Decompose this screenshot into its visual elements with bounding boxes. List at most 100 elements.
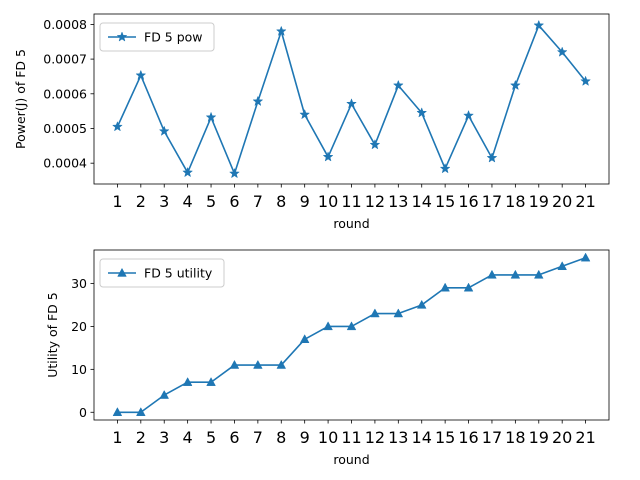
power-data-point — [229, 167, 240, 179]
power-x-tick-label: 15 — [435, 192, 455, 211]
utility-y-tick-label: 20 — [71, 319, 87, 334]
utility-x-axis-label: round — [333, 452, 369, 467]
power-data-point — [486, 152, 498, 163]
utility-legend-swatch-marker — [117, 267, 127, 277]
power-legend-swatch-marker — [116, 31, 128, 42]
power-legend-label: FD 5 pow — [144, 30, 203, 45]
power-x-tick-label: 5 — [206, 192, 216, 211]
utility-data-point — [370, 308, 380, 318]
utility-x-tick-label: 4 — [183, 428, 193, 447]
power-x-tick-label: 4 — [183, 192, 193, 211]
utility-y-tick-label: 10 — [71, 362, 87, 377]
power-x-tick-label: 2 — [136, 192, 146, 211]
utility-x-tick-label: 20 — [552, 428, 572, 447]
power-chart: 1 2 3 4 5 6 7 8 9 10 11 12 13 14 15 16 17 18 19 20 210.00040… — [13, 13, 610, 231]
utility-legend: FD 5 utility — [99, 258, 225, 288]
utility-x-tick-label: 15 — [435, 428, 455, 447]
utility-data-point — [229, 359, 240, 369]
utility-data-point — [276, 359, 287, 369]
power-x-tick-label: 19 — [529, 192, 549, 211]
utility-y-axis-label: Utility of FD 5 — [45, 292, 60, 378]
utility-x-tick-label: 14 — [412, 428, 432, 447]
utility-data-point — [557, 261, 567, 271]
utility-data-point — [112, 407, 123, 416]
utility-legend-box — [99, 258, 225, 288]
power-data-point — [509, 79, 521, 91]
utility-y-tick-label: 30 — [71, 276, 87, 291]
utility-data-point — [533, 269, 544, 279]
power-data-point — [580, 75, 592, 86]
power-x-tick-label: 10 — [318, 192, 338, 211]
power-data-point — [392, 79, 404, 91]
power-legend-box — [99, 22, 215, 52]
power-data-point — [252, 95, 264, 107]
utility-x-tick-label: 21 — [575, 428, 595, 447]
utility-data-point — [253, 359, 263, 369]
power-data-point — [111, 121, 123, 132]
utility-x-tick-label: 11 — [341, 428, 361, 447]
utility-x-tick-label: 7 — [253, 428, 263, 447]
utility-data-point — [159, 389, 170, 399]
utility-x-tick-label: 12 — [365, 428, 385, 447]
utility-data-point — [440, 282, 450, 292]
power-x-tick-label: 3 — [159, 192, 169, 211]
power-y-axis-label: Power(J) of FD 5 — [13, 49, 28, 149]
power-x-tick-label: 6 — [229, 192, 239, 211]
power-y-tick-label: 0.0006 — [43, 86, 87, 101]
power-x-axis-label: round — [333, 216, 369, 231]
utility-x-tick-label: 1 — [112, 428, 122, 447]
power-data-point — [416, 107, 428, 118]
power-data-point — [158, 125, 170, 136]
power-data-point — [205, 111, 217, 123]
power-x-tick-label: 8 — [276, 192, 286, 211]
utility-data-point — [299, 334, 310, 343]
utility-data-point — [393, 308, 404, 318]
power-x-tick-label: 21 — [575, 192, 595, 211]
utility-data-point — [580, 252, 591, 262]
power-data-point — [275, 25, 287, 36]
power-data-point — [322, 151, 334, 162]
power-x-tick-label: 11 — [341, 192, 361, 211]
power-y-tick-label: 0.0008 — [43, 17, 87, 32]
power-data-point — [346, 98, 357, 109]
power-y-tick-label: 0.0004 — [43, 156, 87, 171]
power-data-point — [533, 19, 545, 31]
power-data-point — [463, 109, 474, 121]
power-x-tick-label: 7 — [253, 192, 263, 211]
utility-x-tick-label: 8 — [276, 428, 286, 447]
utility-data-point — [323, 321, 333, 331]
utility-x-tick-label: 19 — [529, 428, 549, 447]
utility-data-point — [346, 321, 357, 331]
utility-x-tick-label: 9 — [300, 428, 310, 447]
power-data-point — [299, 108, 311, 120]
utility-data-point — [463, 282, 474, 292]
utility-x-tick-label: 2 — [136, 428, 146, 447]
power-x-tick-label: 20 — [552, 192, 572, 211]
power-x-tick-label: 13 — [388, 192, 408, 211]
utility-x-tick-label: 13 — [388, 428, 408, 447]
power-y-tick-label: 0.0007 — [43, 52, 87, 67]
power-x-tick-label: 18 — [505, 192, 525, 211]
utility-x-tick-label: 17 — [482, 428, 502, 447]
power-x-tick-label: 12 — [365, 192, 385, 211]
power-data-point — [369, 139, 381, 150]
power-x-tick-label: 17 — [482, 192, 502, 211]
utility-chart: 1 2 3 4 5 6 7 8 9 10 11 12 13 14 15 16 17 18 19 20 210102030… — [45, 249, 610, 467]
power-legend: FD 5 pow — [99, 22, 215, 52]
utility-x-tick-label: 16 — [458, 428, 478, 447]
power-x-tick-label: 16 — [458, 192, 478, 211]
utility-legend-label: FD 5 utility — [144, 266, 213, 281]
utility-x-tick-label: 6 — [229, 428, 239, 447]
utility-data-point — [416, 299, 427, 309]
utility-data-point — [510, 269, 521, 279]
utility-data-point — [136, 407, 146, 416]
power-data-point — [439, 163, 451, 174]
power-data-point — [556, 46, 568, 57]
power-data-point — [182, 166, 194, 178]
utility-x-tick-label: 5 — [206, 428, 216, 447]
utility-data-point — [206, 377, 216, 386]
utility-x-tick-label: 18 — [505, 428, 525, 447]
utility-x-tick-label: 10 — [318, 428, 338, 447]
